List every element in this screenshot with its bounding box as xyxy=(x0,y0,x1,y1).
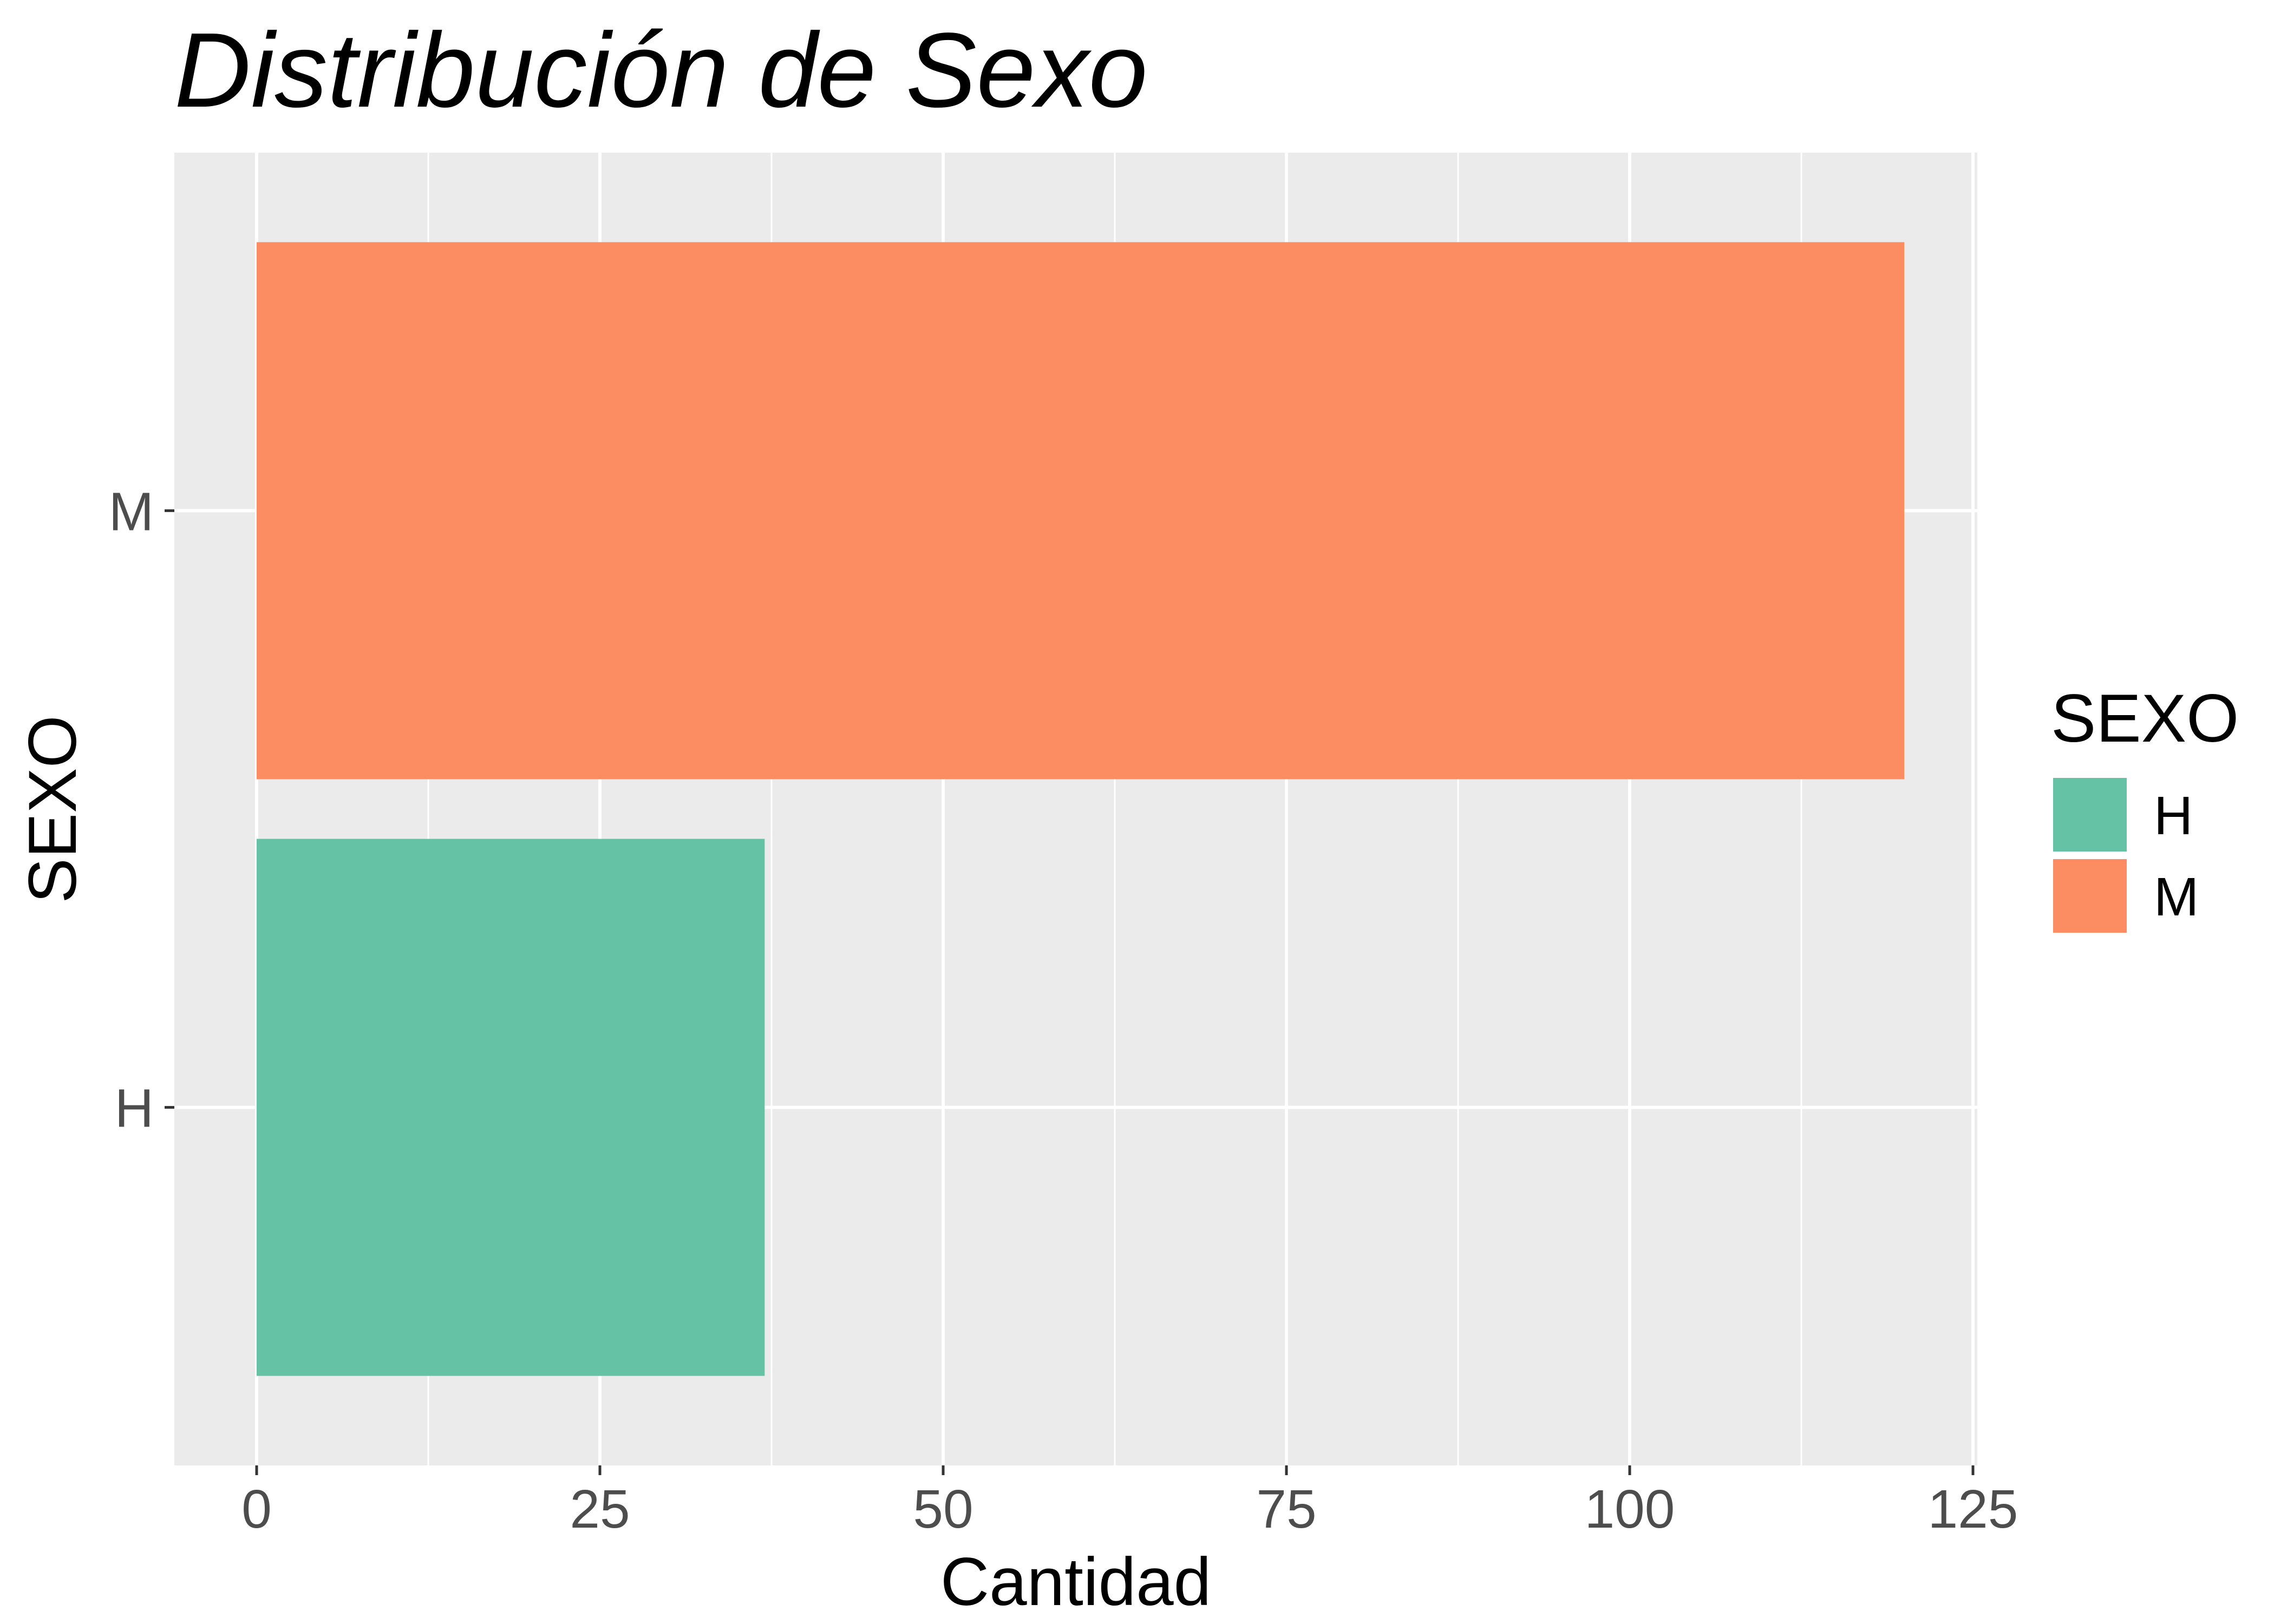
x-tick-label: 0 xyxy=(241,1479,272,1540)
x-tick-label: 75 xyxy=(1256,1479,1316,1540)
x-tick-label: 125 xyxy=(1928,1479,2018,1540)
legend-key-m xyxy=(2051,857,2129,935)
x-tick-label: 50 xyxy=(913,1479,973,1540)
legend-label-m: M xyxy=(2154,867,2199,927)
axes: 0 25 50 75 100 125 H M xyxy=(109,481,2018,1540)
chart-title: Distribución de Sexo xyxy=(174,11,1148,129)
bars xyxy=(257,242,1905,1376)
bar-m xyxy=(257,242,1905,780)
bar-h xyxy=(257,839,765,1376)
legend-key-h xyxy=(2051,776,2129,854)
legend-label-h: H xyxy=(2154,785,2193,846)
x-axis-title: Cantidad xyxy=(940,1544,1211,1620)
y-tick-label: M xyxy=(109,481,154,542)
y-tick-label: H xyxy=(115,1078,154,1139)
legend: SEXO HM xyxy=(2051,681,2239,935)
legend-title: SEXO xyxy=(2051,681,2239,756)
x-tick-label: 25 xyxy=(570,1479,630,1540)
y-axis-title: SEXO xyxy=(15,715,90,903)
x-tick-label: 100 xyxy=(1585,1479,1675,1540)
